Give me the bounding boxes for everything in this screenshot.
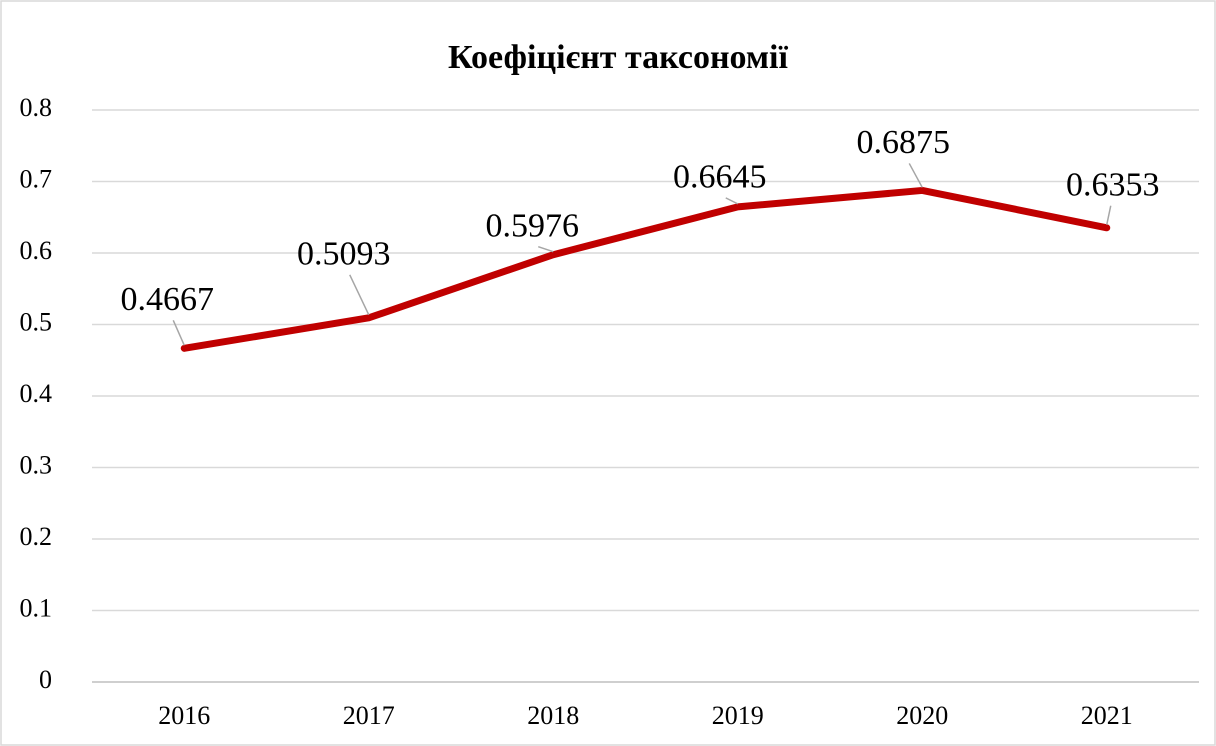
data-label: 0.5976 xyxy=(486,208,580,245)
data-label: 0.6875 xyxy=(857,124,951,161)
leader-line xyxy=(725,197,739,205)
y-tick-label: 0.5 xyxy=(20,307,53,336)
y-tick-label: 0.6 xyxy=(20,236,53,265)
leader-line xyxy=(172,320,185,346)
x-tick-label: 2016 xyxy=(158,701,210,730)
data-label: 0.6353 xyxy=(1066,167,1160,204)
x-tick-label: 2021 xyxy=(1081,701,1133,730)
x-tick-label: 2017 xyxy=(343,701,395,730)
line-series xyxy=(180,186,1111,352)
x-tick-label: 2019 xyxy=(712,701,764,730)
y-tick-label: 0 xyxy=(39,665,52,694)
y-tick-label: 0.4 xyxy=(20,379,53,408)
y-tick-label: 0.2 xyxy=(20,522,53,551)
x-tick-label: 2020 xyxy=(896,701,948,730)
y-tick-label: 0.3 xyxy=(20,450,53,479)
y-tick-label: 0.8 xyxy=(20,93,53,122)
leader-line xyxy=(538,246,554,253)
y-tick-label: 0.1 xyxy=(20,593,53,622)
x-tick-label: 2018 xyxy=(527,701,579,730)
data-label: 0.5093 xyxy=(297,236,391,273)
leader-line xyxy=(1106,205,1112,225)
data-label: 0.6645 xyxy=(673,159,767,196)
y-tick-label: 0.7 xyxy=(20,164,53,193)
leader-line xyxy=(349,274,370,316)
leader-line xyxy=(908,163,923,188)
chart-title: Коефіцієнт таксономії xyxy=(448,39,788,76)
data-label: 0.4667 xyxy=(121,281,215,318)
